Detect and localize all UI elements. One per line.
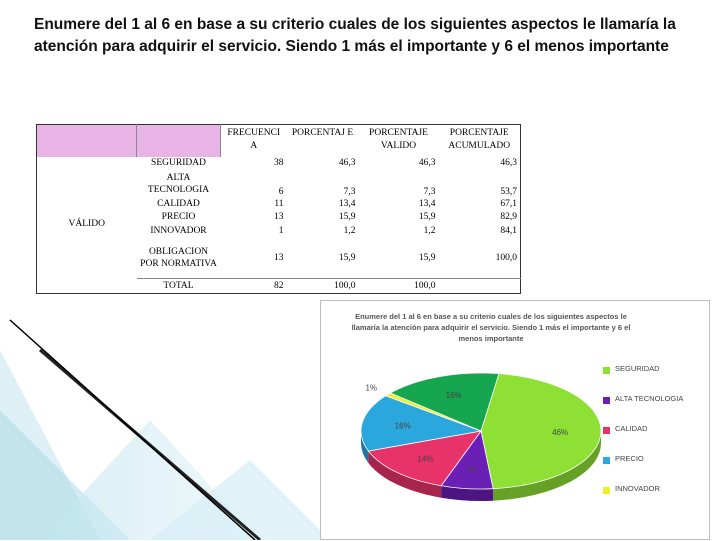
- legend-label: CALIDAD: [615, 424, 648, 433]
- legend-item: INNOVADOR: [603, 483, 703, 513]
- row-label: OBLIGACION POR NORMATIVA: [140, 247, 217, 270]
- row-label: PRECIO: [161, 212, 196, 223]
- cell-frecuencia: 6: [278, 186, 284, 197]
- header-porcentaje-valido: PORCENTAJE VALIDO: [358, 124, 439, 157]
- row-label: TOTAL: [136, 278, 221, 294]
- row-label: CALIDAD: [157, 198, 200, 209]
- cell-porcentaje-acumulado: 53,7: [500, 186, 517, 197]
- pie-value-label: 1%: [365, 384, 377, 393]
- pie-slice-side: [361, 431, 369, 464]
- cell-porcentaje-valido: 13,4: [418, 198, 436, 209]
- legend-label: SEGURIDAD: [615, 364, 660, 373]
- pie-slice-1: [480, 373, 602, 490]
- cell-frecuencia: 1: [278, 226, 284, 237]
- legend-label: ALTA TECNOLOGIA: [615, 394, 684, 403]
- pie-value-label: 14%: [417, 454, 433, 463]
- cell-porcentaje-acumulado: 84,1: [500, 226, 517, 237]
- cell-porcentaje-valido: 7,3: [423, 186, 436, 197]
- cell-porcentaje-acumulado: 67,1: [500, 198, 517, 209]
- cell-frecuencia: 82: [220, 278, 287, 294]
- table-row: VÁLIDO SEGURIDAD 38 46,3 46,3 46,3: [37, 157, 521, 229]
- row-label: ALTA TECNOLOGIA: [147, 173, 210, 196]
- cell-porcentaje: 15,9: [338, 253, 356, 264]
- decorative-background: [0, 319, 330, 540]
- pie-slice-side: [368, 451, 442, 498]
- legend-label: INNOVADOR: [615, 484, 660, 493]
- legend-item: ALTA TECNOLOGIA: [603, 393, 703, 423]
- cell-frecuencia: 13: [274, 212, 284, 223]
- pie-value-label: 46%: [552, 428, 568, 437]
- chart-legend: SEGURIDAD ALTA TECNOLOGIA CALIDAD PRECIO INN…: [603, 363, 703, 513]
- header-frecuencia: FRECUENCI A: [220, 124, 287, 157]
- cell-porcentaje-valido: 15,9: [418, 253, 436, 264]
- table-row: CALIDAD 11 13,4 13,4 67,1: [37, 198, 521, 212]
- frequency-table: FRECUENCI A PORCENTAJ E PORCENTAJE VALID…: [36, 124, 521, 294]
- cell-porcentaje-valido: 15,9: [418, 212, 436, 223]
- legend-item: SEGURIDAD: [603, 363, 703, 393]
- cell-porcentaje-valido: 100,0: [358, 278, 439, 294]
- pie-value-label: 16%: [446, 391, 462, 400]
- cell-frecuencia: 38: [274, 158, 284, 169]
- cell-porcentaje: 46,3: [338, 158, 356, 169]
- legend-swatch: [603, 427, 610, 434]
- header-porcentaje: PORCENTAJ E: [286, 124, 359, 157]
- legend-swatch: [603, 457, 610, 464]
- cell-porcentaje-valido: 1,2: [423, 226, 436, 237]
- cell-porcentaje-acumulado: 46,3: [500, 158, 517, 169]
- cell-frecuencia: 11: [274, 198, 284, 209]
- table-row: OBLIGACION POR NORMATIVA 13 15,9 15,9 10…: [37, 238, 521, 279]
- pie-value-label: 7%: [466, 465, 478, 474]
- header-empty-cell: [136, 124, 221, 157]
- table-row-total: TOTAL 82 100,0 100,0: [37, 278, 521, 294]
- pie-chart: 46% 7% 14% 16% 1% 16%: [360, 372, 602, 501]
- cell-porcentaje: 7,3: [343, 186, 356, 197]
- pie-value-label: 16%: [395, 421, 411, 430]
- legend-label: PRECIO: [615, 454, 644, 463]
- legend-item: PRECIO: [603, 453, 703, 483]
- chart-title: Enumere del 1 al 6 en base a su criterio…: [351, 312, 631, 343]
- cell-porcentaje: 100,0: [286, 278, 359, 294]
- row-label: SEGURIDAD: [151, 158, 206, 169]
- legend-item: CALIDAD: [603, 423, 703, 453]
- cell-porcentaje: 13,4: [338, 198, 356, 209]
- page-title: Enumere del 1 al 6 en base a su criterio…: [34, 16, 676, 55]
- table-row: ALTA TECNOLOGIA 6 7,3 7,3 53,7: [37, 171, 521, 198]
- cell-porcentaje-acumulado: 82,9: [500, 212, 517, 223]
- pie-slice-4: [360, 395, 483, 452]
- row-label: INNOVADOR: [150, 226, 207, 237]
- cell-porcentaje-acumulado: [438, 278, 521, 294]
- cell-porcentaje: 1,2: [343, 226, 356, 237]
- cell-porcentaje: 15,9: [338, 212, 356, 223]
- pie-slice-side: [493, 431, 601, 501]
- table-header-row: FRECUENCI A PORCENTAJ E PORCENTAJE VALID…: [36, 124, 521, 157]
- pie-slice-side: [441, 485, 494, 501]
- pie-slice-6: [389, 372, 500, 432]
- cell-porcentaje-valido: 46,3: [418, 158, 436, 169]
- row-group-label: VÁLIDO: [68, 219, 105, 230]
- legend-swatch: [603, 487, 610, 494]
- cell-porcentaje-acumulado: 100,0: [495, 253, 517, 264]
- cell-frecuencia: 13: [274, 253, 284, 264]
- table-row: PRECIO 13 15,9 15,9 82,9: [37, 211, 521, 225]
- header-empty-cell: [36, 124, 137, 157]
- pie-slice-3: [367, 430, 482, 487]
- table-row: INNOVADOR 1 1,2 1,2 84,1: [37, 225, 521, 239]
- pie-chart-panel: Enumere del 1 al 6 en base a su criterio…: [320, 300, 710, 540]
- legend-swatch: [603, 367, 610, 374]
- legend-swatch: [603, 397, 610, 404]
- header-porcentaje-acumulado: PORCENTAJE ACUMULADO: [438, 124, 521, 157]
